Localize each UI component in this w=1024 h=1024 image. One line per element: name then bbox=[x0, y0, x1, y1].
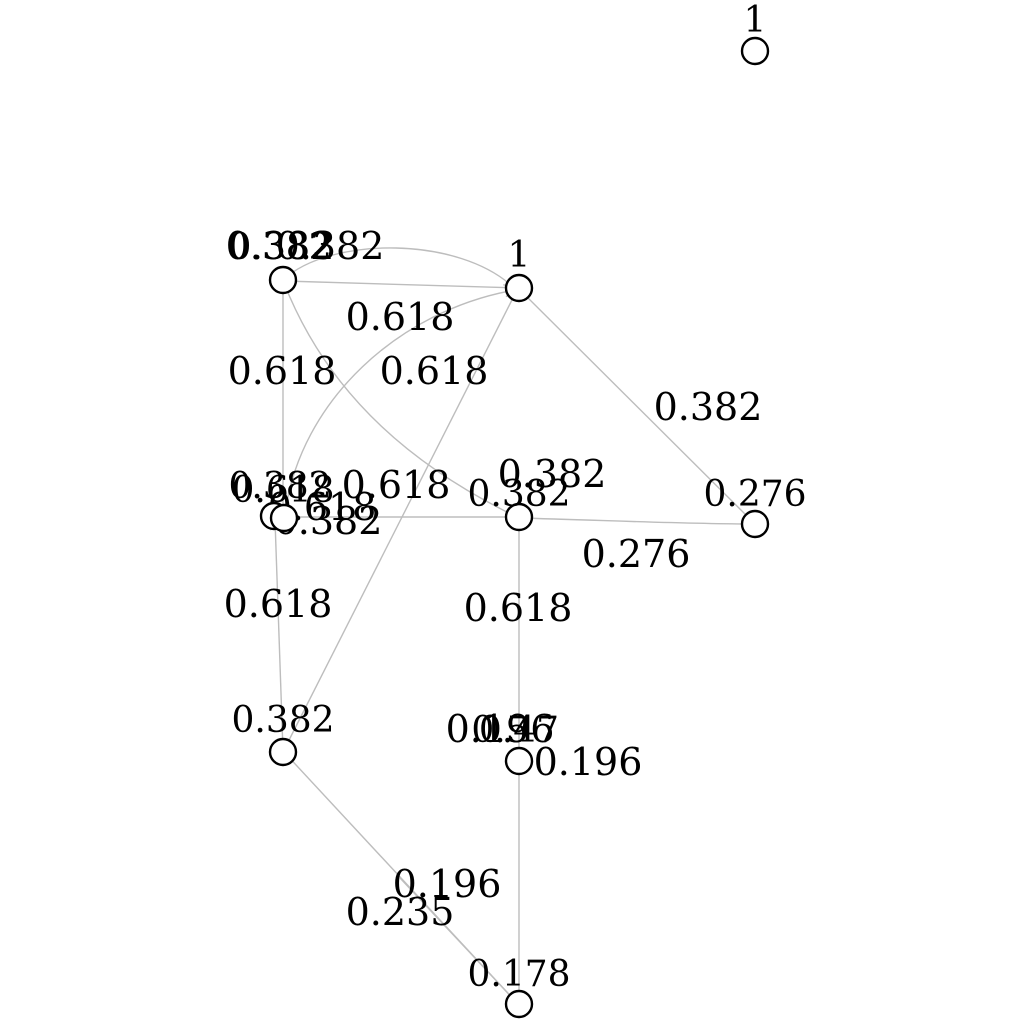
nodes bbox=[259, 36, 770, 1019]
graph-node bbox=[268, 737, 298, 767]
edge-n6-n2 bbox=[284, 283, 518, 518]
edge-label: 0.618 bbox=[346, 295, 455, 339]
edge-n2-n4 bbox=[282, 247, 514, 288]
node-label: 1 bbox=[508, 235, 531, 276]
node-label: 1 bbox=[744, 0, 767, 41]
edge-label: 0.382 bbox=[276, 224, 385, 268]
edge-label: 0.382 bbox=[654, 385, 763, 429]
edge-n4-n7 bbox=[518, 288, 754, 523]
graph-node bbox=[740, 36, 770, 66]
node-label: 0.178 bbox=[467, 954, 570, 995]
edge-label: 0.235 bbox=[346, 890, 455, 934]
edge-n6-n7 bbox=[517, 517, 754, 524]
node-label: 0.276 bbox=[703, 474, 806, 515]
edge-labels: 0.382 0.382 0.618 0.618 0.618 0.382 0.61… bbox=[224, 224, 763, 934]
edge-label: 0.618 bbox=[224, 582, 333, 626]
edge-label: 0.618 bbox=[228, 349, 337, 393]
edge-label: 0.196 bbox=[534, 740, 643, 784]
edges bbox=[275, 247, 754, 1005]
edge-n5-n4 bbox=[284, 290, 515, 515]
node-label: 0.47 bbox=[479, 710, 559, 751]
node-label: 0.382 bbox=[231, 700, 334, 741]
graph-node bbox=[269, 503, 299, 533]
node-labels: 1 0.382 0.382 1 0.618 0.382 0.276 0.382 … bbox=[228, 0, 806, 995]
edge-label: 0.196 bbox=[446, 707, 555, 751]
graph-node bbox=[504, 989, 534, 1019]
node-label: 0.382 bbox=[467, 474, 570, 515]
graph-node bbox=[504, 502, 534, 532]
graph-node bbox=[740, 509, 770, 539]
node-label: 0.382 bbox=[228, 466, 331, 507]
edge-label: 0.382 bbox=[226, 224, 335, 268]
edge-n8-n4 bbox=[283, 290, 517, 751]
edge-label: 0.618 bbox=[380, 349, 489, 393]
edge-n4-n2 bbox=[284, 281, 519, 289]
node-label: 0.618 bbox=[231, 470, 334, 511]
node-label: 0.5 bbox=[471, 710, 528, 751]
node-label: 0.382 bbox=[228, 227, 331, 268]
edge-label: 0.382 bbox=[498, 452, 607, 496]
graph-node bbox=[504, 746, 534, 776]
graph-node bbox=[268, 265, 298, 295]
edge-label: 0.618 bbox=[464, 586, 573, 630]
edge-label: 0.276 bbox=[582, 532, 691, 576]
edge-label: 0.618 bbox=[342, 463, 451, 507]
graph-node bbox=[504, 273, 534, 303]
edge-n11-n8-b bbox=[399, 877, 519, 1005]
edge-label: 0.196 bbox=[393, 862, 502, 906]
edge-n8-n5 bbox=[275, 520, 284, 752]
